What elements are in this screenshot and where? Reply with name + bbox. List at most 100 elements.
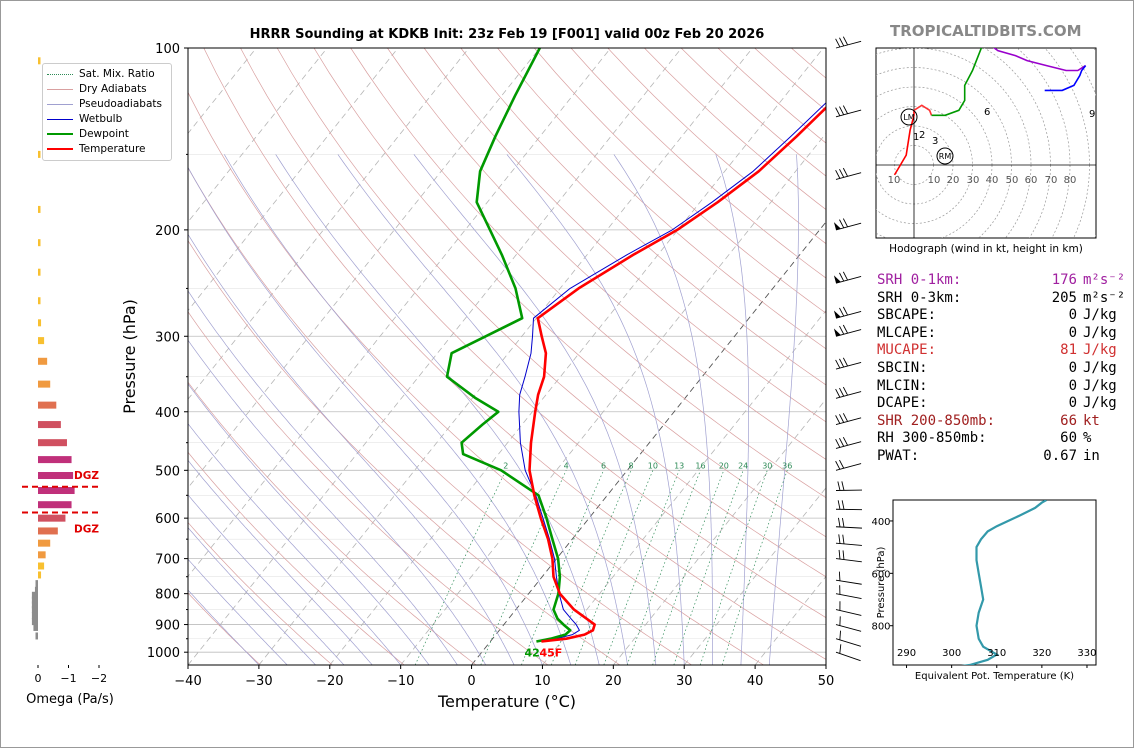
hodograph-height-label: 3 [932,136,938,147]
stat-label: SRH 0-1km: [877,272,962,288]
stat-label: SBCIN: [877,359,928,376]
mixing-ratio-line [626,470,701,665]
stat-row: MUCAPE: 81 J/kg [877,342,1125,360]
barb-feather [842,534,845,544]
barb-feather [839,307,845,317]
dry-adiabat [534,48,826,314]
barb-feather [838,549,841,560]
omega-bar [31,612,38,620]
theta-e-x-tick-label: 300 [942,648,961,659]
barb-feather [842,324,848,334]
omega-bar [38,380,51,388]
skewt-axes: 42 45F1000900800700600500400300200100−40−… [120,42,834,711]
pseudoadiabat [223,154,572,665]
omega-bar [38,551,46,559]
y-tick-label: 700 [155,553,180,568]
stat-label: MLCIN: [877,377,928,394]
legend-entry: Wetbulb [47,113,122,125]
wind-barb [835,585,862,600]
theta-e-x-tick-label: 310 [987,648,1006,659]
pseudoadiabat [188,494,345,665]
stat-unit: kt [1083,412,1100,429]
dry-adiabat [188,592,261,665]
barb-staff [835,441,862,449]
y-tick-label: 200 [155,224,180,239]
dry-adiabat [497,48,826,350]
stat-unit: J/kg [1083,324,1117,341]
x-tick-label: 0 [467,674,475,689]
hodograph-height-label: 6 [984,107,990,118]
mixing-ratio-label: 36 [782,461,792,470]
barb-feather [839,272,845,282]
stat-label: PWAT: [877,447,920,464]
wind-barb [835,459,862,471]
x-tick-label: 40 [747,674,764,689]
dry-adiabat [387,48,826,460]
wind-barb [835,167,862,180]
y-tick-label: 1000 [147,646,180,661]
y-tick-label: 300 [155,330,180,345]
barb-feather [839,616,841,626]
omega-bar [38,57,41,65]
y-tick-label: 500 [155,464,180,479]
stat-value: 0.67 [1043,447,1077,464]
barb-staff [835,526,862,529]
isotherm [188,48,612,578]
omega-bar [38,487,75,495]
y-tick-label: 800 [155,588,180,603]
barb-feather [842,271,848,281]
y-axis-label: Pressure (hPa) [120,299,139,414]
barb-feather [841,481,845,491]
theta-e-y-tick-label: 400 [871,517,890,528]
barb-feather [838,534,841,544]
omega-bar [38,421,61,429]
dewpoint-profile [445,48,572,643]
wind-barb [835,601,862,616]
legend-entry: Dewpoint [47,128,129,140]
barb-feather [839,37,845,47]
stat-row: PWAT: 0.67 in [877,448,1125,466]
legend-entry: Sat. Mix. Ratio [47,68,155,80]
hodograph-trace [913,104,933,116]
mixing-ratio-label: 20 [719,461,729,470]
stat-row: SRH 0-3km: 205 m²s⁻² [877,290,1125,308]
stat-unit: J/kg [1083,359,1117,376]
theta-e-y-tick-label: 600 [871,569,890,580]
omega-bar [38,501,72,509]
theta-e-panel: 290 300 310 320 330 400 600 800 Equivalent Pot. … [871,499,1097,682]
hodograph-trace [893,110,915,176]
x-tick-label: 30 [676,674,693,689]
y-tick-label: 100 [155,42,180,57]
barb-feather [839,630,841,640]
hodograph-height-label: 1 [913,132,919,143]
omega-bar [34,586,38,594]
mixing-ratio-label: 30 [762,461,772,470]
sounding-parameters: SRH 0-1km: 176 m²s⁻² SRH 0-3km: 205 m²s⁻² SBCA… [877,272,1125,466]
stat-value: 66 [1060,412,1077,429]
mixing-ratio-label: 6 [601,461,606,470]
omega-bar [38,357,48,365]
stat-value: 0 [1068,395,1077,412]
dgz-label: DGZ [74,470,99,482]
isotherm [613,398,826,665]
isotherm [188,48,682,665]
temperature-profile [528,105,826,643]
wind-barb [835,436,862,449]
mixing-ratio-line [721,470,788,665]
barb-feather [842,105,848,114]
wind-barb [835,413,862,426]
barb-feather [837,481,841,491]
pseudoadiabat [768,154,799,665]
barb-feather [842,306,848,316]
dry-adiabat [188,451,405,665]
hodograph-ring-label: 10 [888,175,901,186]
barb-staff [835,579,862,585]
stat-unit: J/kg [1083,377,1117,394]
wind-barb [835,357,862,370]
legend: Sat. Mix. Ratio Dry Adiabats Pseudoadiab… [42,63,172,161]
x-tick-label: −30 [245,674,272,689]
barb-feather [842,436,848,446]
stat-row: MLCIN: 0 J/kg [877,378,1125,396]
dry-adiabat [350,48,826,499]
omega-bar [35,580,38,588]
